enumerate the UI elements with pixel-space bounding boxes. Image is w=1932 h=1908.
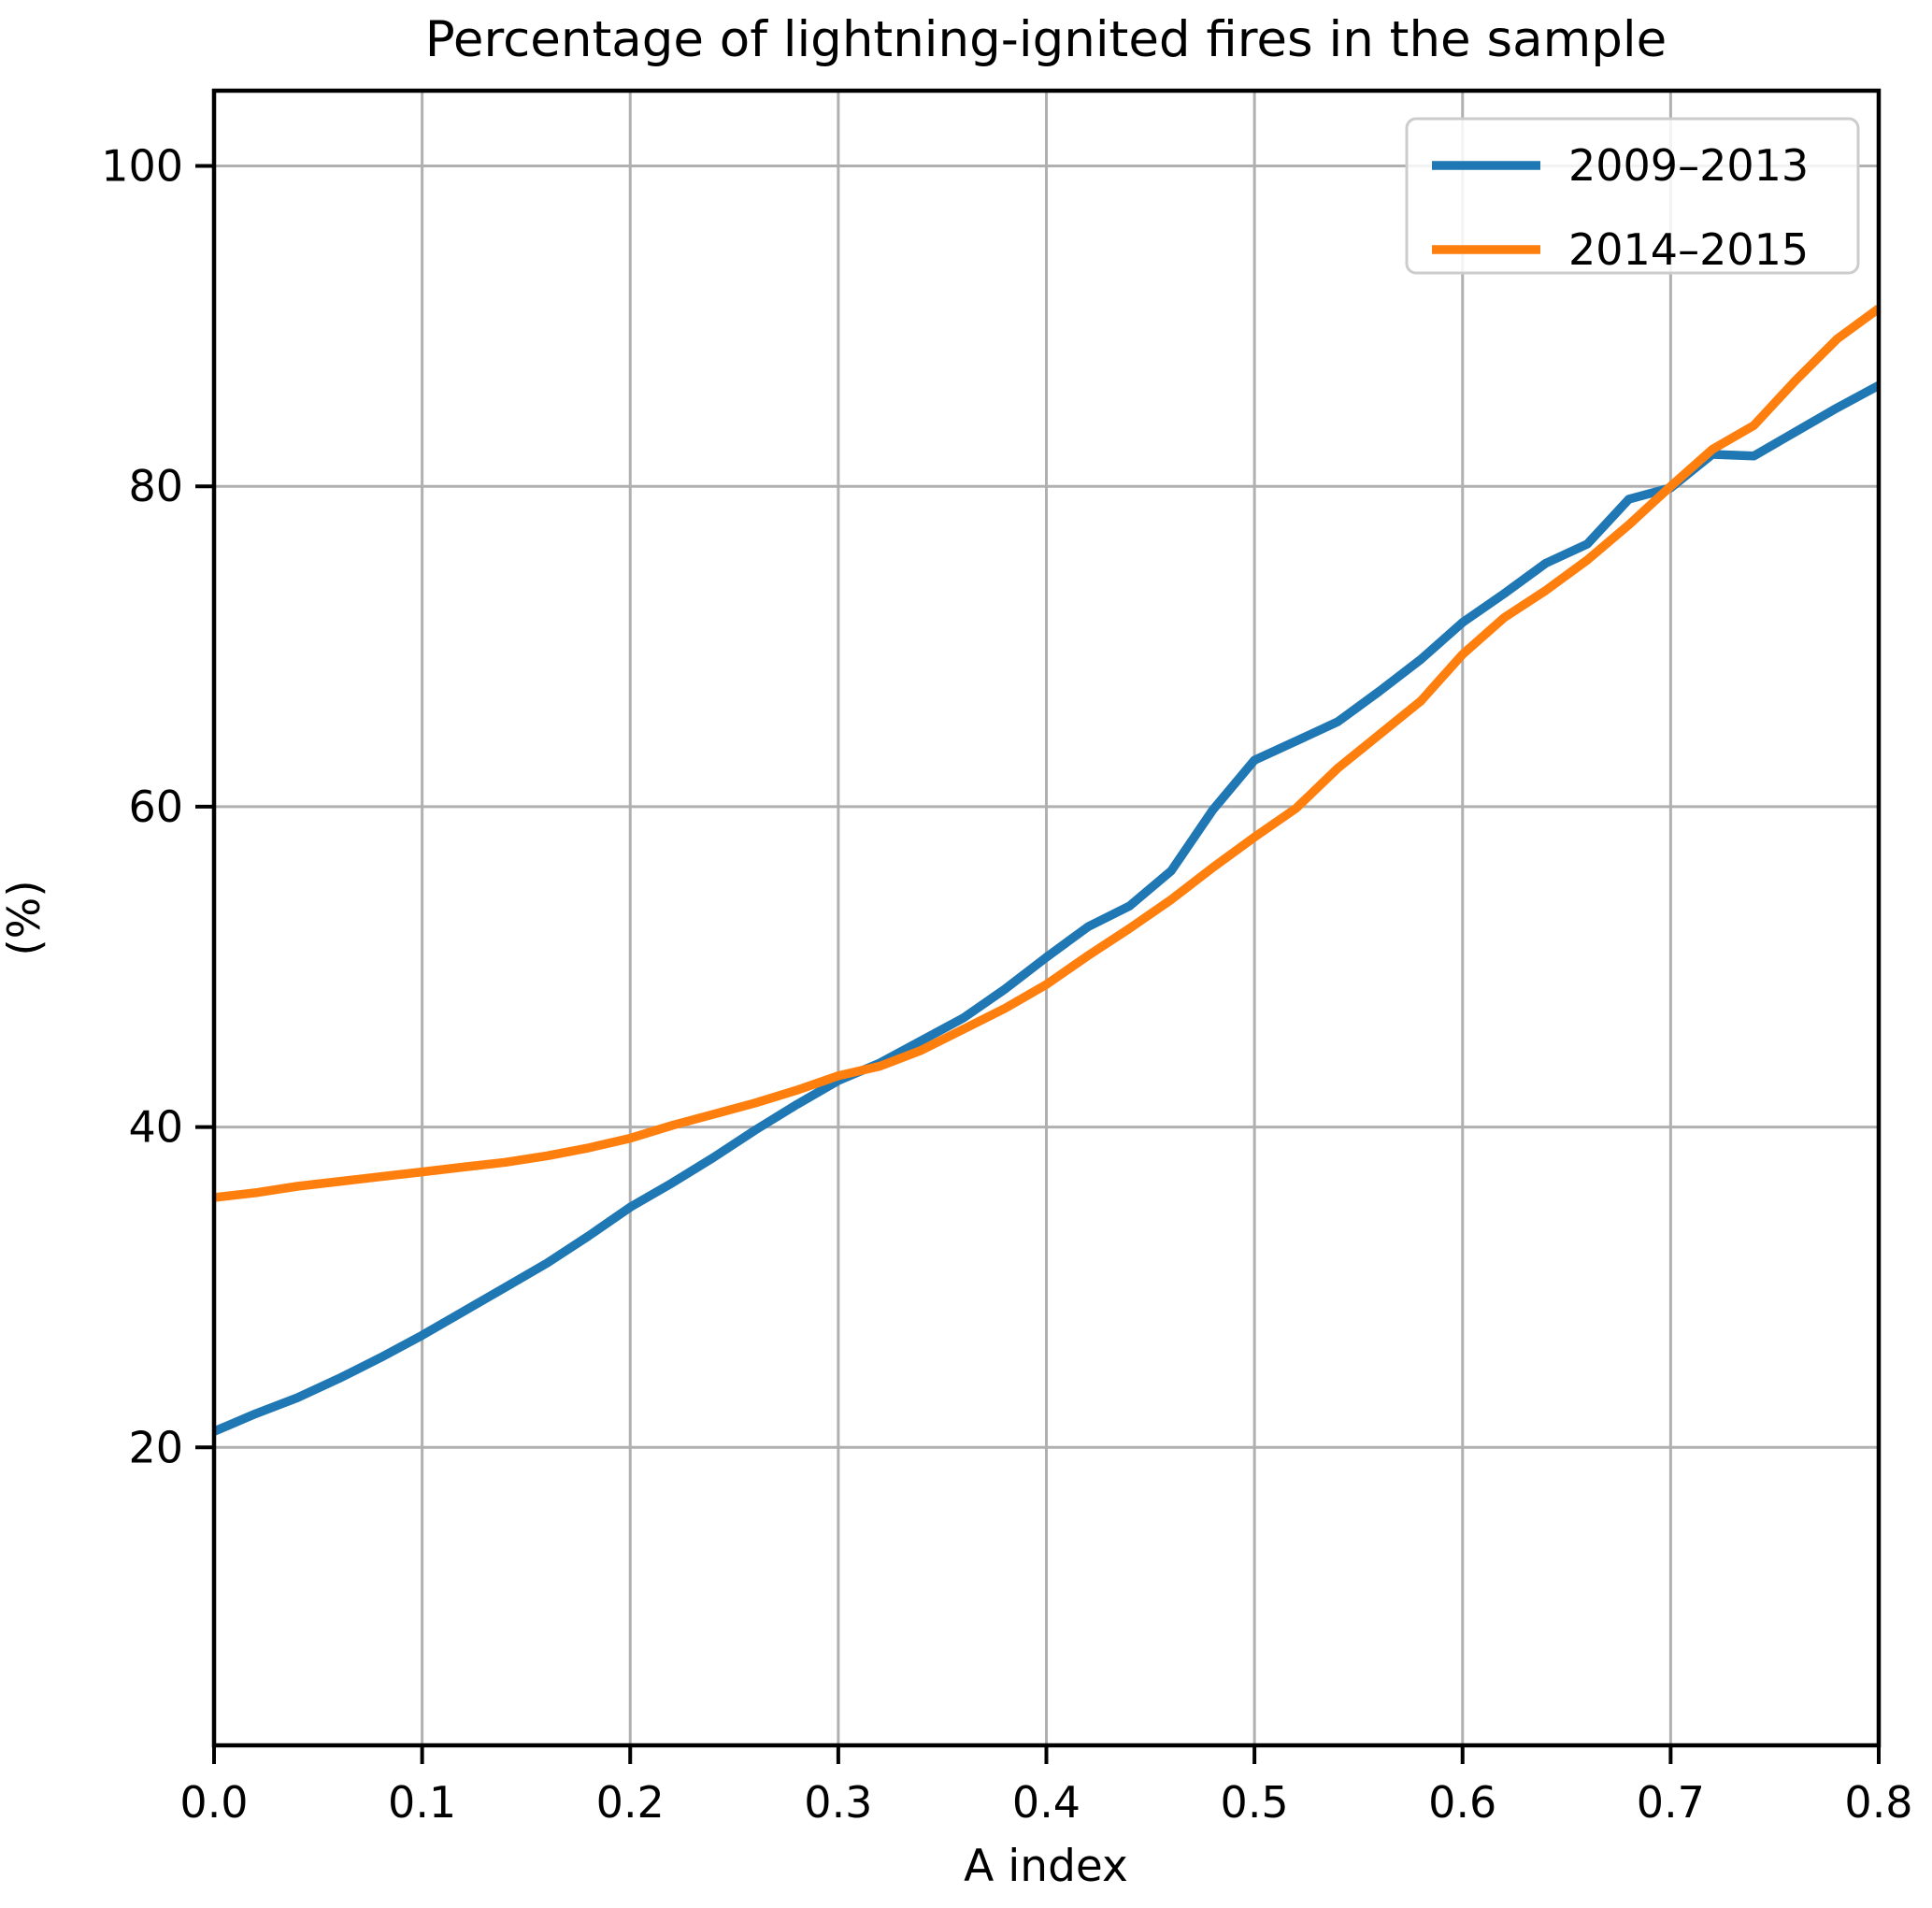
legend-label-2009–2013: 2009–2013 [1568, 140, 1809, 191]
x-axis-label: A index [964, 1841, 1128, 1892]
y-axis-label: (%) [0, 880, 50, 955]
x-tick-label: 0.5 [1221, 1777, 1289, 1828]
y-tick-marks [195, 164, 214, 1450]
series-line-2014–2015 [213, 305, 1882, 1202]
x-tick-marks [212, 1745, 1881, 1764]
x-tick-label: 0.7 [1637, 1777, 1705, 1828]
vertical-gridlines [212, 91, 1881, 1745]
x-tick-labels: 0.0 0.1 0.2 0.3 0.4 0.5 0.6 0.7 0.8 [179, 1777, 1912, 1828]
x-tick-label: 0.1 [388, 1777, 456, 1828]
y-tick-label: 60 [128, 782, 183, 832]
x-tick-label: 0.0 [179, 1777, 248, 1828]
y-tick-label: 40 [128, 1102, 183, 1153]
x-tick-label: 0.3 [804, 1777, 872, 1828]
series-lines [212, 305, 1882, 1436]
y-tick-labels: 20 40 60 80 100 [101, 141, 183, 1473]
chart-title: Percentage of lightning-ignited fires in… [425, 11, 1667, 68]
legend-box [1405, 117, 1860, 275]
y-tick-label: 80 [128, 461, 183, 511]
legend-items: 2009–2013 2014–2015 [1432, 140, 1809, 275]
y-tick-label: 20 [128, 1422, 183, 1472]
x-tick-label: 0.6 [1428, 1777, 1496, 1828]
x-tick-label: 0.2 [596, 1777, 665, 1828]
legend: 2009–2013 2014–2015 [1405, 117, 1860, 275]
y-tick-label: 100 [101, 141, 183, 192]
x-tick-label: 0.8 [1844, 1777, 1912, 1828]
legend-label-2014–2015: 2014–2015 [1568, 224, 1809, 275]
x-tick-label: 0.4 [1012, 1777, 1080, 1828]
series-line-2009–2013 [212, 381, 1882, 1436]
